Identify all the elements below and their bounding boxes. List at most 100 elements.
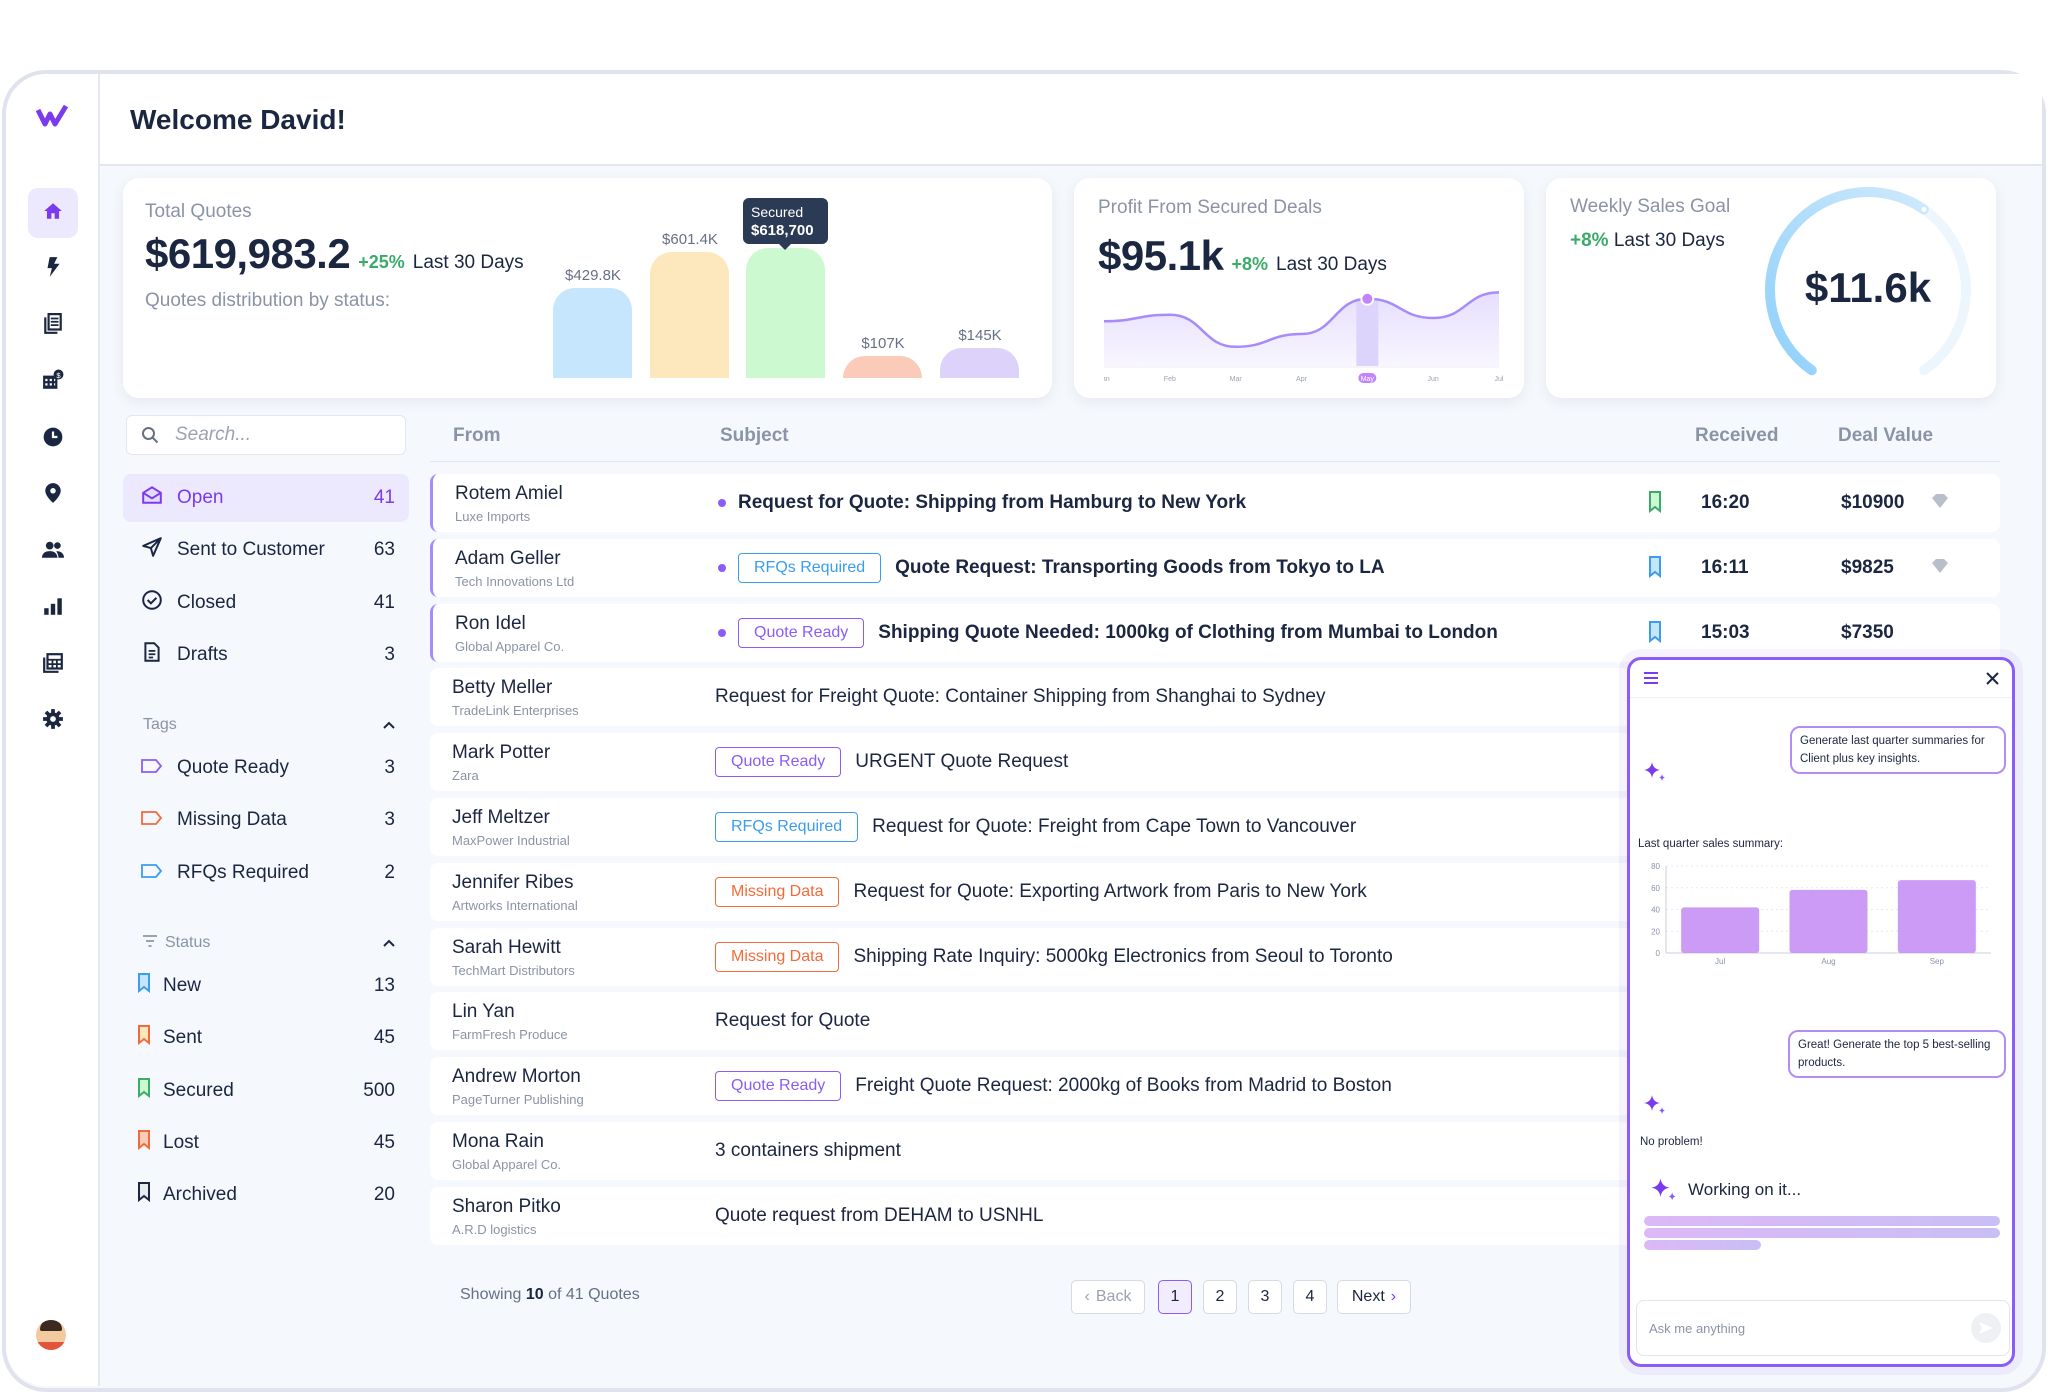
bar-sent[interactable] <box>650 251 729 378</box>
assistant-message: No problem! <box>1640 1136 1703 1148</box>
chat-input[interactable] <box>1647 1319 1971 1337</box>
bar-jul[interactable] <box>1681 907 1760 953</box>
status-sent[interactable]: Sent 45 <box>123 1014 409 1062</box>
column-received[interactable]: Received <box>1695 425 1779 446</box>
close-icon[interactable] <box>1986 672 1999 685</box>
bar-archived[interactable] <box>940 347 1019 378</box>
received-time: 16:20 <box>1701 492 1750 513</box>
subject-text: Quote request from DEHAM to USNHL <box>715 1204 1044 1226</box>
back-button[interactable]: ‹ Back <box>1071 1280 1145 1314</box>
folder-count: 41 <box>373 487 395 508</box>
users-icon <box>42 539 64 566</box>
nav-settings[interactable] <box>28 697 78 747</box>
status-archived[interactable]: Archived 20 <box>123 1171 409 1219</box>
tag-badge[interactable]: Missing Data <box>715 876 840 907</box>
page-button-1[interactable]: 1 <box>1158 1280 1192 1314</box>
folder-drafts[interactable]: Drafts 3 <box>123 631 409 679</box>
envelope-open-icon <box>141 484 163 512</box>
tag-badge[interactable]: RFQs Required <box>738 552 882 583</box>
received-time: 15:03 <box>1701 621 1750 643</box>
folder-label: Drafts <box>177 643 228 665</box>
chevron-up-icon[interactable] <box>383 716 395 734</box>
column-from[interactable]: From <box>453 425 501 446</box>
clock-icon <box>42 426 64 453</box>
sparkle-icon <box>1651 1178 1676 1201</box>
bookmark-icon[interactable] <box>1648 555 1662 583</box>
folder-closed[interactable]: Closed 41 <box>123 579 409 627</box>
column-subject[interactable]: Subject <box>720 425 789 446</box>
nav-table[interactable] <box>28 640 78 690</box>
sender-name: Mark Potter <box>452 742 551 764</box>
next-button[interactable]: Next › <box>1337 1280 1411 1314</box>
quote-row[interactable]: Rotem Amiel Luxe Imports Request for Quote… <box>430 474 2000 532</box>
nav-users[interactable] <box>28 527 78 577</box>
nav-clock[interactable] <box>28 414 78 464</box>
showing-prefix: Showing <box>460 1286 522 1303</box>
nav-calculator-dollar[interactable]: $ <box>28 358 78 408</box>
folder-count: 63 <box>373 539 395 561</box>
tags-section-header[interactable]: Tags <box>143 716 395 734</box>
status-secured[interactable]: Secured 500 <box>123 1067 409 1115</box>
tag-badge[interactable]: Quote Ready <box>715 747 842 778</box>
gauge-value: $11.6k <box>1804 264 1932 311</box>
tag-badge[interactable]: Missing Data <box>715 941 840 972</box>
page-button-2[interactable]: 2 <box>1203 1280 1237 1314</box>
menu-icon[interactable] <box>1644 672 1658 684</box>
diamond-icon <box>1931 558 1949 579</box>
folder-open[interactable]: Open 41 <box>123 474 409 522</box>
bar-label: $601.4K <box>662 230 718 248</box>
bookmark-icon <box>137 1129 151 1156</box>
quote-row[interactable]: Adam Geller Tech Innovations Ltd RFQs Requ… <box>430 538 2000 597</box>
search-box[interactable] <box>126 415 406 455</box>
bookmark-icon[interactable] <box>1648 620 1662 648</box>
status-lost[interactable]: Lost 45 <box>123 1119 409 1167</box>
chevron-up-icon[interactable] <box>383 934 395 952</box>
nav-location-pin[interactable] <box>28 471 78 521</box>
quote-row[interactable]: Ron Idel Global Apparel Co. Quote Ready Shi… <box>430 603 2000 662</box>
status-section-header[interactable]: Status <box>143 934 395 952</box>
check-circle-icon <box>141 589 163 617</box>
tag-rfqs-required[interactable]: RFQs Required 2 <box>123 849 409 897</box>
quotes-bar-chart: $429.8K $601.4K $107K $145K <box>553 178 1033 378</box>
nav-documents[interactable] <box>28 301 78 351</box>
subject-cell: Request for Quote <box>715 992 870 1050</box>
tag-quote-ready[interactable]: Quote Ready 3 <box>123 744 409 792</box>
bar-sep[interactable] <box>1897 880 1976 953</box>
folder-count: 3 <box>384 643 395 665</box>
subject-text: Freight Quote Request: 2000kg of Books f… <box>855 1075 1392 1097</box>
home-icon <box>42 200 64 227</box>
chat-header <box>1630 660 2012 698</box>
chat-input-box[interactable] <box>1636 1300 2010 1356</box>
nav-bolt[interactable] <box>28 245 78 295</box>
page-button-3[interactable]: 3 <box>1248 1280 1282 1314</box>
bar-new[interactable] <box>553 287 632 378</box>
tag-badge[interactable]: RFQs Required <box>715 812 859 842</box>
column-deal-value[interactable]: Deal Value <box>1838 425 1934 446</box>
showing-suffix: of 41 Quotes <box>548 1286 640 1303</box>
send-icon <box>1979 1322 1993 1334</box>
user-avatar[interactable] <box>36 1320 66 1350</box>
folder-sent-to-customer[interactable]: Sent to Customer 63 <box>123 526 409 574</box>
tag-badge[interactable]: Quote Ready <box>738 617 865 648</box>
svg-text:$: $ <box>56 371 61 380</box>
user-message: Great! Generate the top 5 best-selling p… <box>1788 1030 2006 1078</box>
sparkle-icon <box>1644 1095 1665 1114</box>
assistant-message: Last quarter sales summary: <box>1638 838 1784 850</box>
bar-aug[interactable] <box>1789 889 1868 953</box>
status-new[interactable]: New 13 <box>123 962 409 1010</box>
bar-secured[interactable] <box>746 248 825 378</box>
bookmark-icon[interactable] <box>1648 491 1662 518</box>
bar-lost[interactable] <box>843 355 922 378</box>
folder-label: Sent to Customer <box>177 539 325 561</box>
card-label: Total Quotes <box>145 201 252 222</box>
search-input[interactable] <box>173 423 373 447</box>
sender-name: Jennifer Ribes <box>452 871 574 893</box>
tag-missing-data[interactable]: Missing Data 3 <box>123 796 409 844</box>
page-button-4[interactable]: 4 <box>1293 1280 1327 1314</box>
tag-badge[interactable]: Quote Ready <box>715 1071 842 1102</box>
subject-text: Request for Quote: Shipping from Hamburg… <box>738 492 1247 513</box>
send-button[interactable] <box>1971 1313 2001 1343</box>
nav-home[interactable] <box>28 188 78 238</box>
nav-bar-chart[interactable] <box>28 584 78 634</box>
highlight-point[interactable] <box>1360 291 1375 306</box>
